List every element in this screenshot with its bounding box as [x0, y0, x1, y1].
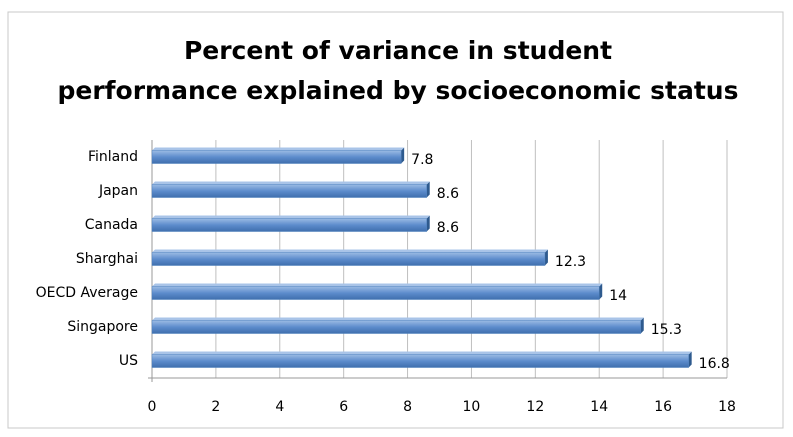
bar-top [152, 317, 644, 321]
data-label: 16.8 [699, 356, 730, 372]
x-tick-label: 14 [590, 399, 608, 415]
y-tick-label: OECD Average [36, 285, 138, 301]
y-tick-label: US [119, 353, 138, 369]
x-tick-label: 12 [526, 399, 544, 415]
x-tick-label: 8 [403, 399, 412, 415]
bar [151, 150, 402, 164]
y-tick-label: Singapore [67, 319, 138, 335]
bar-side [599, 283, 603, 300]
bar [151, 218, 427, 232]
x-tick-label: 10 [463, 399, 481, 415]
bar-side [640, 317, 644, 334]
bar-side [401, 147, 405, 164]
bar-top [152, 181, 430, 185]
bar [151, 354, 689, 368]
bar-side [426, 215, 430, 232]
x-tick-label: 16 [654, 399, 672, 415]
y-tick-label: Sharghai [76, 251, 138, 267]
data-label: 15.3 [651, 322, 682, 338]
x-tick-label: 2 [211, 399, 220, 415]
x-tick-label: 18 [718, 399, 736, 415]
bar-top [152, 283, 603, 287]
bar-top [152, 215, 430, 219]
bar [151, 252, 546, 266]
y-tick-label: Canada [85, 217, 138, 233]
y-tick-label: Japan [98, 183, 138, 199]
data-label: 14 [609, 288, 627, 304]
data-label: 8.6 [437, 186, 459, 202]
x-tick-label: 4 [275, 399, 284, 415]
data-label: 7.8 [411, 152, 433, 168]
bar [151, 320, 641, 334]
x-tick-label: 0 [148, 399, 157, 415]
bar-top [152, 249, 548, 253]
chart-title: Percent of variance in student performanc… [57, 36, 738, 105]
x-tick-label: 6 [339, 399, 348, 415]
bar-top [152, 147, 405, 151]
bar-side [426, 181, 430, 198]
bar-side [688, 351, 692, 368]
data-label: 12.3 [555, 254, 586, 270]
bar [151, 184, 427, 198]
bar [151, 286, 600, 300]
bar-side [544, 249, 548, 266]
y-tick-label: Finland [88, 149, 138, 165]
data-label: 8.6 [437, 220, 459, 236]
bar-top [152, 351, 692, 355]
